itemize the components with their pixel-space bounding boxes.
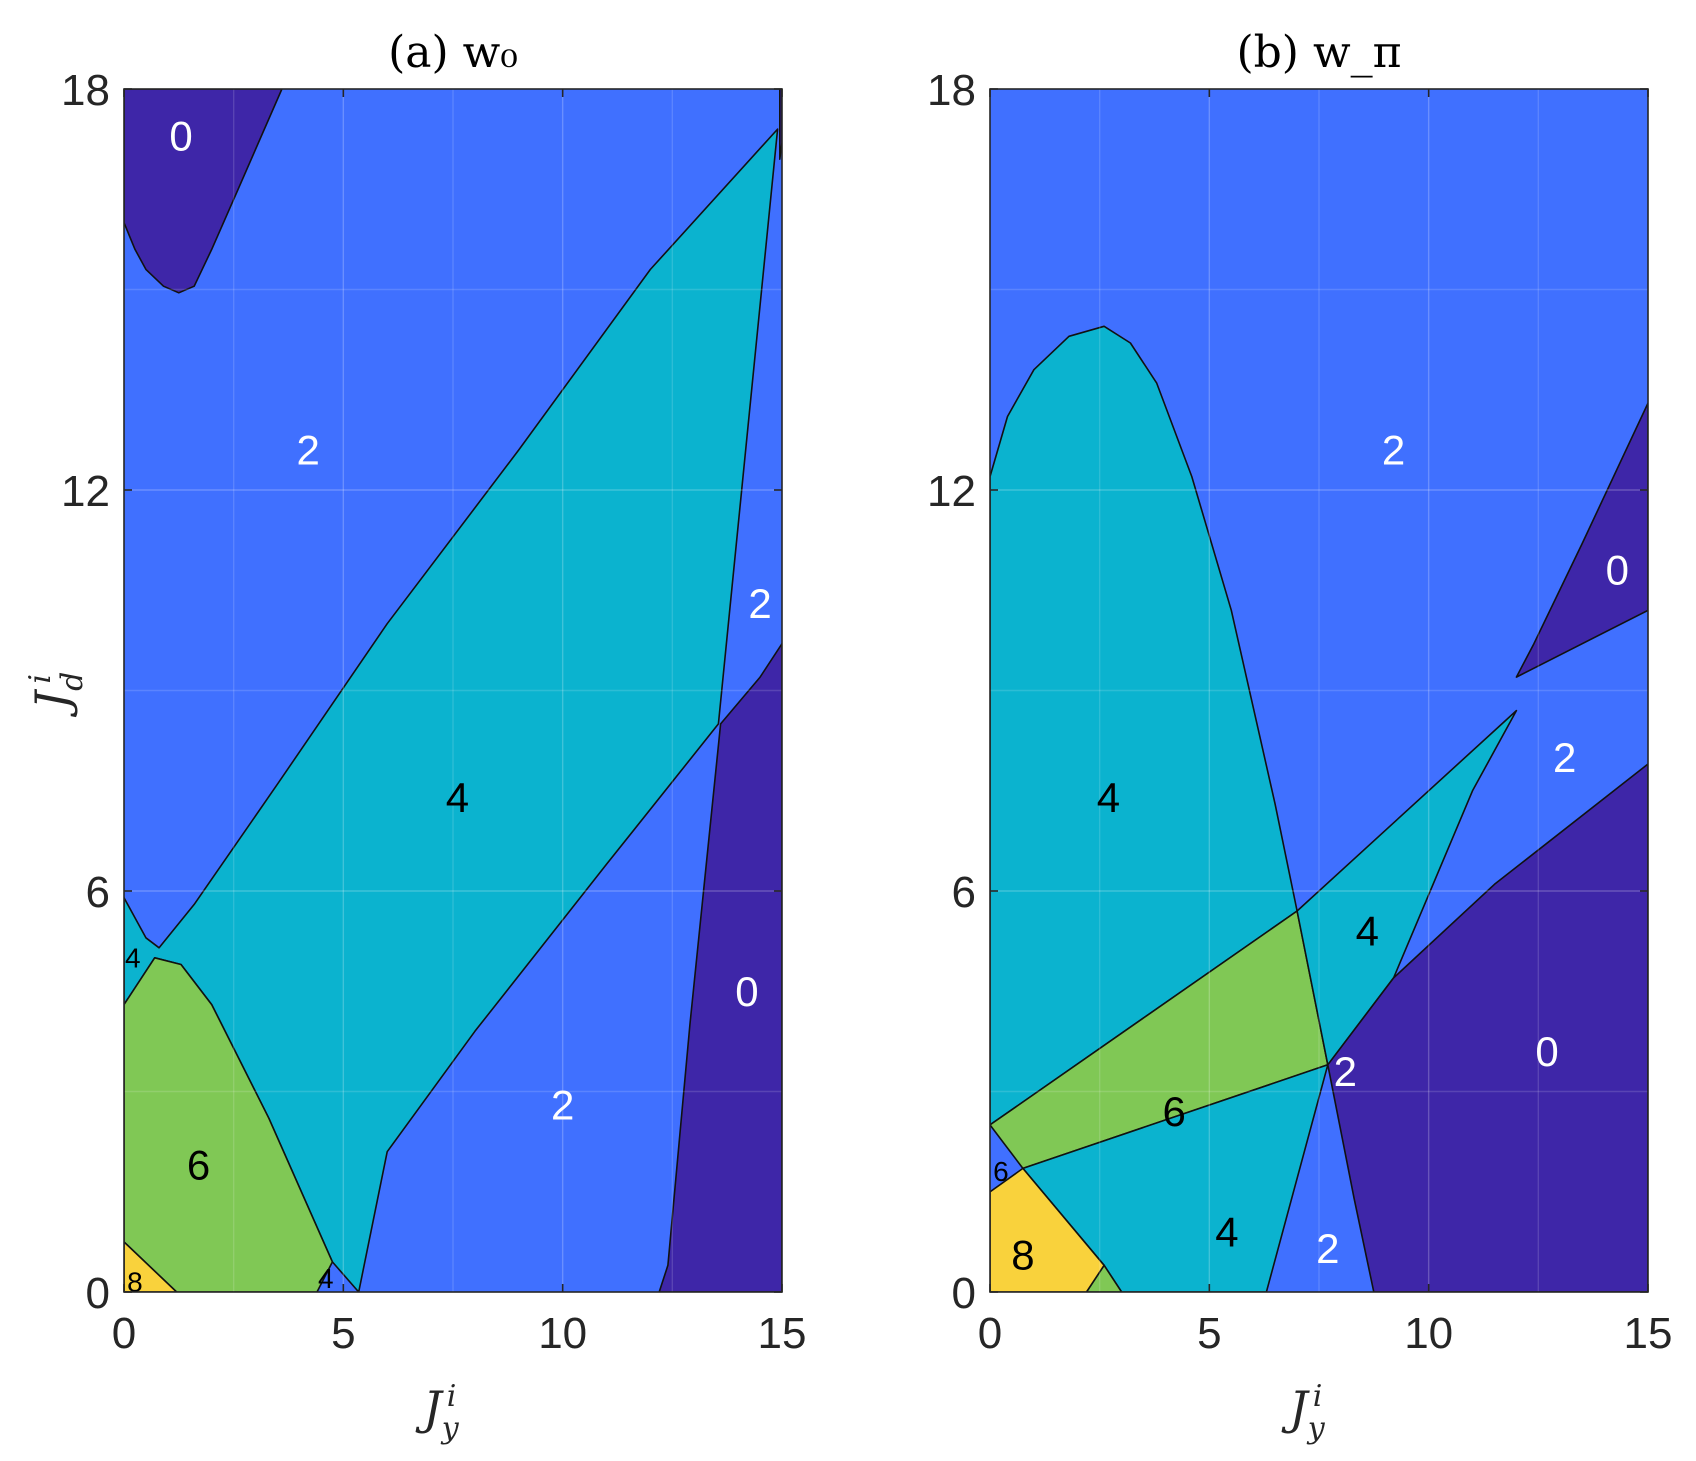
plot-area: 0 2 2 4 0 2 6 4 4 8 — [124, 89, 782, 1297]
region-label: 4 — [318, 1263, 334, 1294]
region-label: 4 — [1097, 774, 1120, 821]
x-tick-label: 15 — [1624, 1309, 1673, 1358]
y-tick-label: 6 — [952, 868, 976, 917]
region-label: 6 — [187, 1142, 210, 1189]
region-0 — [658, 642, 782, 1292]
y-tick-label: 12 — [61, 467, 110, 516]
chart-title: (a) w₀ — [388, 27, 518, 78]
axes-frame — [123, 88, 783, 1293]
y-tick-label: 18 — [927, 66, 976, 115]
y-tick-label: 6 — [86, 868, 110, 917]
y-tick-label: 12 — [927, 467, 976, 516]
region-label: 2 — [1316, 1225, 1339, 1272]
region-label: 2 — [1553, 734, 1576, 781]
region-0 — [124, 89, 283, 294]
x-tick-label: 15 — [758, 1309, 807, 1358]
region-label: 6 — [1163, 1088, 1186, 1135]
region-label: 0 — [169, 112, 192, 159]
region-label: 2 — [1334, 1048, 1357, 1095]
region-label: 2 — [1382, 426, 1405, 473]
region-label: 2 — [551, 1081, 574, 1128]
region-label: 0 — [1606, 547, 1629, 594]
y-tick-label: 0 — [86, 1269, 110, 1318]
region-label: 2 — [748, 580, 771, 627]
x-tick-label: 0 — [112, 1309, 136, 1358]
axes-frame — [989, 88, 1649, 1293]
y-tick-label: 18 — [61, 66, 110, 115]
x-tick-label: 5 — [1197, 1309, 1221, 1358]
region-label: 8 — [1011, 1232, 1034, 1279]
x-tick-label: 10 — [538, 1309, 587, 1358]
region-label: 4 — [125, 942, 141, 973]
x-axis-label: Jyi — [1281, 1379, 1325, 1446]
region-0 — [1327, 763, 1648, 1292]
plot-area: 2 0 2 4 4 0 2 6 4 2 8 6 — [990, 89, 1648, 1292]
panel-b: 2 0 2 4 4 0 2 6 4 2 8 6 0 5 10 15 0 6 12 18 (b) w_π Jyi — [927, 27, 1672, 1446]
region-label: 4 — [1215, 1208, 1238, 1255]
x-tick-label: 10 — [1404, 1309, 1453, 1358]
x-tick-label: 5 — [331, 1309, 355, 1358]
region-label: 6 — [993, 1156, 1009, 1187]
region-label: 4 — [1356, 908, 1379, 955]
region-label: 4 — [446, 774, 469, 821]
y-axis-label: Jdi — [23, 672, 90, 718]
y-tick-label: 0 — [952, 1269, 976, 1318]
region-label: 8 — [127, 1266, 143, 1297]
x-axis-label: Jyi — [415, 1379, 459, 1446]
region-label: 0 — [735, 968, 758, 1015]
region-0 — [1515, 402, 1648, 678]
region-label: 2 — [297, 426, 320, 473]
region-4 — [1296, 709, 1518, 1066]
region-8 — [124, 1241, 178, 1292]
chart-title: (b) w_π — [1236, 27, 1401, 78]
x-tick-label: 0 — [978, 1309, 1002, 1358]
region-label: 0 — [1535, 1028, 1558, 1075]
region-8 — [990, 1167, 1105, 1292]
